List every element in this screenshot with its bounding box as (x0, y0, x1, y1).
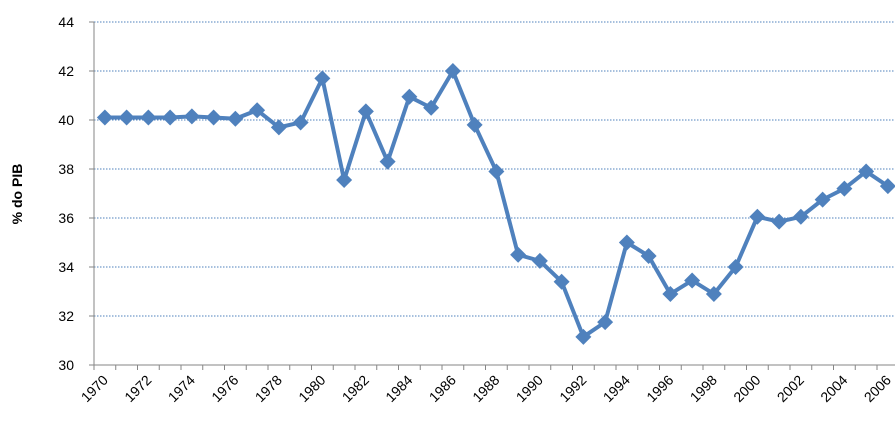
marker (662, 285, 679, 302)
x-tick-label: 2000 (730, 372, 763, 405)
marker (249, 102, 266, 119)
marker (727, 259, 744, 275)
marker (771, 213, 788, 230)
line (104, 69, 889, 339)
marker (597, 314, 614, 331)
marker (553, 273, 570, 290)
marker (96, 109, 113, 126)
y-tick-label: 30 (58, 357, 74, 373)
marker (292, 114, 309, 131)
x-tick-label: 1980 (295, 372, 328, 405)
x-tick-label: 2004 (817, 372, 850, 405)
marker (531, 252, 548, 269)
x-tick-label: 1998 (687, 372, 720, 405)
marker (140, 109, 157, 126)
x-tick-label: 1992 (556, 372, 589, 405)
x-tick-label: 1970 (78, 372, 111, 405)
marker (162, 109, 179, 126)
marker (814, 191, 831, 208)
x-tick-label: 1990 (513, 372, 546, 405)
marker (314, 70, 331, 87)
marker (575, 328, 592, 345)
y-tick-label: 38 (58, 161, 74, 177)
x-tick-label: 1996 (643, 372, 676, 405)
marker (640, 247, 657, 264)
x-tick-label: 1988 (469, 372, 502, 405)
marker (227, 110, 244, 127)
marker (836, 180, 853, 197)
marker (423, 99, 440, 116)
marker (466, 116, 483, 133)
marker (336, 172, 353, 189)
x-tick-label: 1986 (426, 372, 459, 405)
x-tick-label: 1972 (121, 372, 154, 405)
x-tick-label: 1978 (252, 372, 285, 405)
x-tick-label: 1984 (382, 372, 415, 405)
x-tick-label: 2002 (774, 372, 807, 405)
y-tick-label: 44 (58, 14, 74, 30)
x-tick-label: 2006 (861, 372, 894, 405)
marker (488, 163, 505, 180)
marker (858, 163, 875, 180)
marker (379, 153, 396, 170)
marker (270, 119, 287, 136)
marker (749, 208, 766, 225)
y-tick-label: 32 (58, 308, 74, 324)
y-tick-label: 40 (58, 112, 74, 128)
marker (684, 272, 701, 289)
y-tick-label: 42 (58, 63, 74, 79)
marker (510, 246, 527, 263)
x-tick-label: 1976 (208, 372, 241, 405)
marker (618, 234, 635, 251)
marker (118, 109, 135, 126)
y-tick-label: 36 (58, 210, 74, 226)
marker (183, 108, 200, 125)
marker (879, 178, 895, 195)
marker (444, 63, 461, 79)
y-tick-label: 34 (58, 259, 74, 275)
marker (705, 285, 722, 302)
x-tick-label: 1982 (339, 372, 372, 405)
marker (205, 109, 222, 126)
x-tick-label: 1974 (165, 372, 198, 405)
x-tick-label: 1994 (600, 372, 633, 405)
marker (357, 103, 374, 120)
y-axis-title: % do PIB (9, 164, 25, 225)
marker (792, 208, 809, 225)
marker (401, 88, 418, 105)
